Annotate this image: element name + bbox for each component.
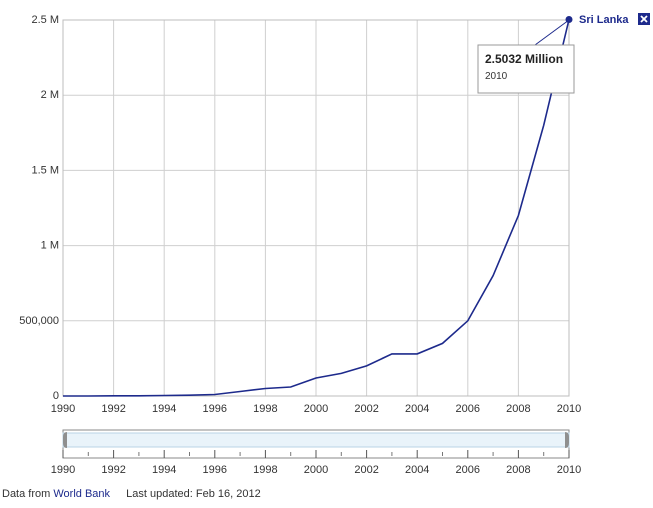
x-tick-label: 2008	[506, 403, 530, 415]
range-handle-right[interactable]	[565, 432, 569, 448]
y-tick-label: 2 M	[41, 89, 59, 101]
range-tick-label: 2002	[354, 464, 378, 476]
x-tick-label: 1992	[101, 403, 125, 415]
legend: Sri Lanka	[579, 13, 650, 26]
range-tick-label: 1994	[152, 464, 176, 476]
close-icon[interactable]	[638, 13, 650, 25]
x-tick-label: 1994	[152, 403, 176, 415]
x-tick-label: 2000	[304, 403, 328, 415]
plot-area	[62, 19, 570, 397]
series-line-sri-lanka[interactable]	[63, 19, 570, 397]
legend-label-sri-lanka[interactable]: Sri Lanka	[579, 14, 629, 26]
tooltip-box	[477, 44, 575, 94]
range-selector[interactable]: 1990 1992 1994 1996 1998 2000 2002 2004 2006 2008…	[51, 429, 581, 476]
y-tick-label: 1.5 M	[31, 164, 59, 176]
footer: Data from World Bank Last updated: Feb 1…	[2, 488, 261, 500]
tooltip: 2.5032 Million 2010	[477, 19, 575, 94]
x-tick-label: 2004	[405, 403, 429, 415]
x-tick-label: 2010	[557, 403, 581, 415]
range-axis: 1990 1992 1994 1996 1998 2000 2002 2004 2006 2008…	[51, 450, 581, 476]
x-tick-label: 1990	[51, 403, 75, 415]
last-updated: Last updated: Feb 16, 2012	[126, 488, 261, 500]
world-bank-link[interactable]: World Bank	[53, 488, 111, 500]
range-tick-label: 1990	[51, 464, 75, 476]
y-tick-label: 2.5 M	[31, 14, 59, 26]
tooltip-pointer	[534, 19, 570, 46]
x-tick-label: 1998	[253, 403, 277, 415]
range-tick-label: 1998	[253, 464, 277, 476]
tooltip-year: 2010	[485, 71, 508, 82]
range-tick-label: 2006	[456, 464, 480, 476]
x-axis: 1990 1992 1994 1996 1998 2000 2002 2004 2006 2008…	[51, 403, 581, 415]
y-tick-label: 0	[53, 390, 59, 402]
y-axis: 0 500,000 1 M 1.5 M 2 M 2.5 M	[19, 14, 59, 402]
y-tick-label: 1 M	[41, 240, 59, 252]
data-source-prefix: Data from	[2, 488, 51, 500]
range-tick-label: 1992	[101, 464, 125, 476]
range-tick-label: 2010	[557, 464, 581, 476]
x-tick-label: 2006	[456, 403, 480, 415]
range-tick-label: 2000	[304, 464, 328, 476]
range-tick-label: 2004	[405, 464, 429, 476]
range-selection[interactable]	[62, 432, 570, 448]
x-tick-label: 2002	[354, 403, 378, 415]
range-handle-left[interactable]	[63, 432, 67, 448]
tooltip-value: 2.5032 Million	[485, 52, 563, 66]
y-tick-label: 500,000	[19, 315, 59, 327]
x-tick-label: 1996	[203, 403, 227, 415]
range-tick-label: 1996	[203, 464, 227, 476]
range-tick-label: 2008	[506, 464, 530, 476]
